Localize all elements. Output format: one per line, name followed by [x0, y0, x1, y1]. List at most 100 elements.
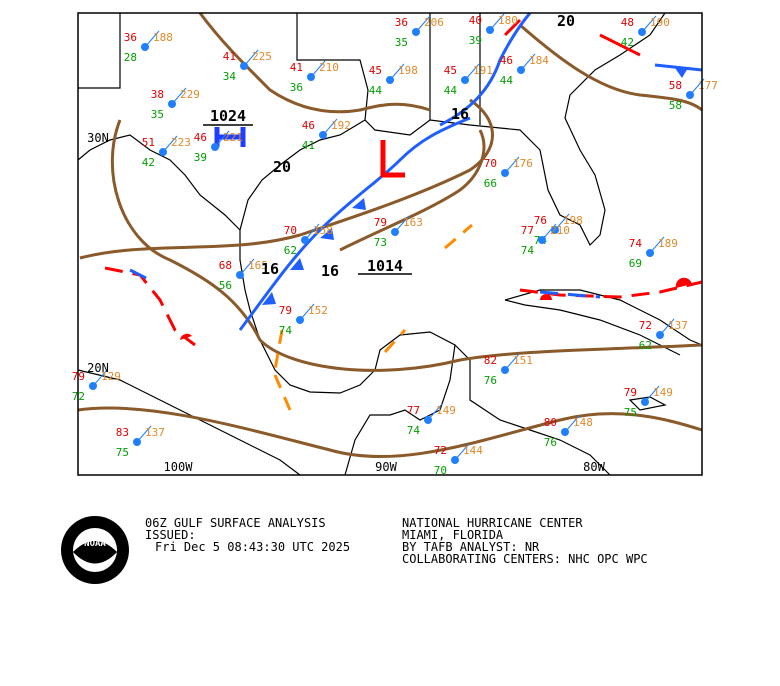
station-dot	[386, 76, 394, 84]
dewpoint: 76	[544, 436, 557, 449]
temperature: 74	[629, 237, 643, 250]
station-dot	[89, 382, 97, 390]
station-dot	[641, 398, 649, 406]
front-symbol	[262, 198, 366, 305]
dewpoint: 74	[279, 324, 293, 337]
station-dot	[133, 438, 141, 446]
station-dot	[538, 236, 546, 244]
pressure: 149	[653, 386, 673, 399]
station-dot	[412, 28, 420, 36]
pressure: 210	[550, 224, 570, 237]
temperature: 72	[639, 319, 652, 332]
dewpoint: 74	[407, 424, 421, 437]
temperature: 48	[621, 16, 634, 29]
isobar	[198, 12, 431, 114]
temperature: 68	[219, 259, 232, 272]
temperature: 40	[469, 14, 482, 27]
isobar-label: 20	[557, 12, 575, 30]
stationary-front	[519, 280, 703, 299]
dewpoint: 35	[151, 108, 164, 121]
dewpoint: 44	[369, 84, 383, 97]
station-dot	[296, 316, 304, 324]
station-dot	[656, 331, 664, 339]
dewpoint: 35	[395, 36, 408, 49]
pressure: 176	[513, 157, 533, 170]
dewpoint: 28	[124, 51, 137, 64]
grid-label: 100W	[164, 460, 194, 474]
analyst: BY TAFB ANALYST: NR	[402, 540, 540, 554]
front-symbol	[180, 333, 192, 340]
pressure: 137	[145, 426, 165, 439]
pressure: 184	[529, 54, 549, 67]
pressure: 198	[398, 64, 418, 77]
cuba	[504, 289, 703, 356]
pressure: 192	[331, 119, 351, 132]
front-symbol	[675, 68, 688, 78]
cold-front	[238, 116, 471, 331]
dewpoint: 34	[223, 70, 237, 83]
temperature: 79	[374, 216, 387, 229]
cold-front	[439, 12, 532, 127]
pressure: 190	[650, 16, 670, 29]
dewpoint: 76	[484, 374, 497, 387]
pressure: 180	[498, 14, 518, 27]
station-dot	[451, 456, 459, 464]
dewpoint: 62	[284, 244, 297, 257]
pressure: 223	[171, 136, 191, 149]
station-dot	[319, 131, 327, 139]
temperature: 45	[444, 64, 457, 77]
product-title: 06Z GULF SURFACE ANALYSIS	[145, 516, 326, 530]
pressure: 206	[424, 16, 444, 29]
temperature: 80	[544, 416, 557, 429]
grid-label: 30N	[87, 131, 109, 145]
coastline-texas	[239, 119, 456, 476]
grid-label: 80W	[583, 460, 605, 474]
station-dot	[211, 143, 219, 151]
temperature: 72	[434, 444, 447, 457]
trough	[444, 223, 473, 250]
trough	[383, 328, 407, 354]
station-dot	[236, 271, 244, 279]
station-dot	[168, 100, 176, 108]
coastline	[78, 12, 666, 247]
temperature: 79	[279, 304, 292, 317]
pressure: 177	[698, 79, 718, 92]
logo-text: NOAA	[84, 539, 106, 549]
station-dot	[240, 62, 248, 70]
stationary-front	[539, 290, 601, 299]
temperature: 77	[407, 404, 420, 417]
footer: NOAA 06Z GULF SURFACE ANALYSIS ISSUED: F…	[61, 516, 648, 584]
stationary-front	[129, 268, 151, 282]
pressure: 210	[319, 61, 339, 74]
dewpoint: 44	[500, 74, 514, 87]
pressure: 144	[463, 444, 483, 457]
temperature: 38	[151, 88, 164, 101]
pressure: 198	[563, 214, 583, 227]
dewpoint: 39	[469, 34, 482, 47]
collaborating-centers: COLLABORATING CENTERS: NHC OPC WPC	[402, 552, 648, 566]
station-dot	[159, 148, 167, 156]
temperature: 46	[194, 131, 207, 144]
grid-label: 20N	[87, 361, 109, 375]
dewpoint: 56	[219, 279, 232, 292]
station-dot	[307, 73, 315, 81]
dewpoint: 39	[194, 151, 207, 164]
grid-label: 90W	[375, 460, 397, 474]
isobar	[110, 119, 703, 372]
cold-front	[654, 63, 703, 72]
dewpoint: 75	[116, 446, 129, 459]
jamaica	[628, 396, 667, 411]
temperature: 76	[534, 214, 547, 227]
station-dot	[638, 28, 646, 36]
dewpoint: 41	[302, 139, 315, 152]
pressure: 163	[403, 216, 423, 229]
temperature: 70	[284, 224, 297, 237]
station-dot	[501, 366, 509, 374]
temperature: 36	[395, 16, 408, 29]
dewpoint: 66	[484, 177, 497, 190]
station-dot	[141, 43, 149, 51]
temperature: 83	[116, 426, 129, 439]
temperature: 70	[484, 157, 497, 170]
isobar	[339, 129, 486, 252]
